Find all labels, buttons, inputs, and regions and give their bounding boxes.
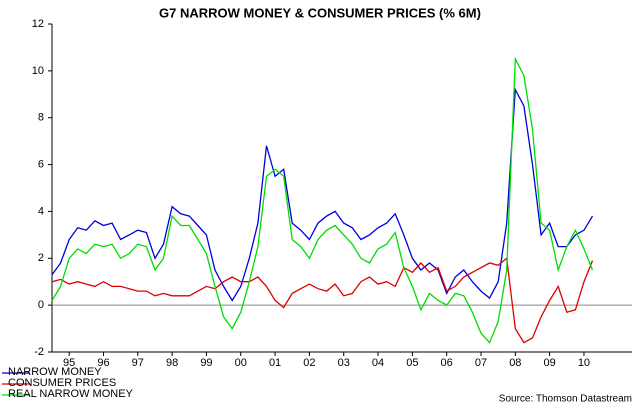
- y-tick-label: -2: [34, 346, 44, 358]
- y-tick-label: 12: [32, 18, 44, 30]
- x-tick-label: 10: [578, 357, 590, 369]
- y-tick-label: 10: [32, 65, 44, 77]
- y-tick-label: 6: [38, 158, 44, 170]
- x-tick-label: 98: [166, 357, 178, 369]
- line-series: [51, 257, 594, 344]
- y-tick-label: 0: [38, 299, 44, 311]
- x-tick-label: 99: [200, 357, 212, 369]
- x-tick-label: 07: [475, 357, 487, 369]
- x-tick-label: 01: [269, 357, 281, 369]
- line-series: [51, 56, 594, 344]
- x-tick-label: 96: [97, 357, 109, 369]
- y-tick-label: 8: [38, 112, 44, 124]
- x-tick-label: 09: [544, 357, 556, 369]
- line-series: [51, 87, 594, 302]
- x-tick-label: 05: [406, 357, 418, 369]
- x-tick-label: 97: [132, 357, 144, 369]
- x-tick-label: 03: [338, 357, 350, 369]
- x-tick-label: 02: [303, 357, 315, 369]
- x-tick-label: 95: [63, 357, 75, 369]
- legend-label: REAL NARROW MONEY: [8, 388, 134, 400]
- x-tick-label: 04: [372, 357, 384, 369]
- x-tick-label: 06: [441, 357, 453, 369]
- legend-label: CONSUMER PRICES: [8, 377, 116, 389]
- chart-title: G7 NARROW MONEY & CONSUMER PRICES (% 6M): [159, 5, 481, 20]
- source-note: Source: Thomson Datastream: [499, 394, 632, 405]
- x-tick-label: 00: [235, 357, 247, 369]
- y-tick-label: 4: [38, 205, 44, 217]
- x-tick-label: 08: [509, 357, 521, 369]
- legend-label: NARROW MONEY: [8, 366, 102, 378]
- y-tick-label: 2: [38, 252, 44, 264]
